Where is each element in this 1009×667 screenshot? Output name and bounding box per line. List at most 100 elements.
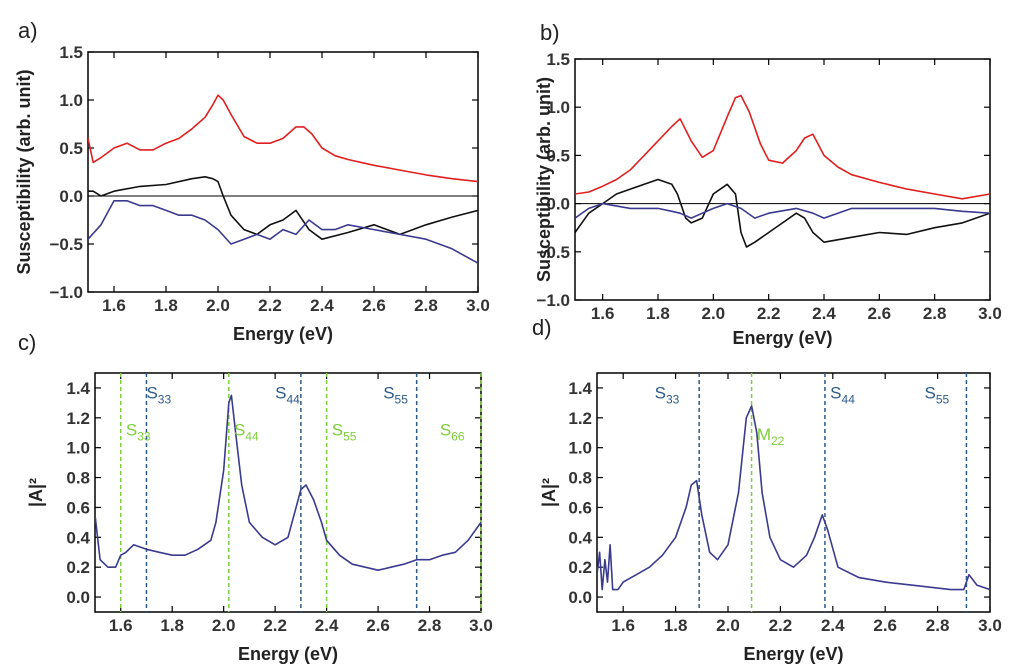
plot-frame xyxy=(87,51,479,293)
series-line-|A|² xyxy=(597,405,990,591)
y-tick-label: 0.2 xyxy=(66,558,90,577)
x-tick-label: 1.6 xyxy=(591,304,615,323)
panel-letter: c) xyxy=(18,330,36,355)
x-tick-label: 1.6 xyxy=(102,296,126,315)
panel-letter: b) xyxy=(540,20,560,45)
x-tick-label: 2.6 xyxy=(366,616,390,635)
y-tick-label: 0.0 xyxy=(568,588,592,607)
y-tick-label: 0.0 xyxy=(66,588,90,607)
x-tick-label: 3.0 xyxy=(978,616,1002,635)
x-tick-label: 2.2 xyxy=(263,616,287,635)
panel-letter: a) xyxy=(18,18,38,43)
transition-label-base: S xyxy=(332,421,343,440)
series-line-red xyxy=(88,94,478,183)
x-tick-label: 1.6 xyxy=(109,616,133,635)
transition-label-base: S xyxy=(126,421,137,440)
series-line-black xyxy=(88,176,478,240)
x-tick-label: 2.2 xyxy=(258,296,282,315)
y-tick-label: 0.0 xyxy=(546,195,570,214)
x-axis-title: Energy (eV) xyxy=(743,644,843,664)
x-tick-label: 3.0 xyxy=(469,616,493,635)
x-tick-label: 2.0 xyxy=(702,304,726,323)
y-tick-label: 0.0 xyxy=(59,187,83,206)
x-tick-label: 2.0 xyxy=(206,296,230,315)
x-tick-label: 2.6 xyxy=(873,616,897,635)
y-tick-label: 1.5 xyxy=(546,50,570,69)
x-tick-label: 3.0 xyxy=(978,304,1002,323)
transition-label: S33 xyxy=(655,383,680,406)
transition-label: S33 xyxy=(126,421,151,444)
y-tick-label: 1.0 xyxy=(546,98,570,117)
y-tick-label: −0.5 xyxy=(49,235,83,254)
transition-label-sub: 33 xyxy=(137,430,151,444)
x-tick-label: 2.0 xyxy=(716,616,740,635)
transition-label-base: S xyxy=(275,383,286,402)
y-tick-label: 0.5 xyxy=(546,146,570,165)
transition-label: M22 xyxy=(757,425,785,448)
y-tick-label: 0.4 xyxy=(568,528,592,547)
transition-label-base: M xyxy=(757,425,771,444)
transition-label-sub: 55 xyxy=(936,392,950,406)
panel-letter: d) xyxy=(532,315,552,340)
transition-label: S44 xyxy=(830,383,855,406)
y-tick-label: 0.8 xyxy=(568,469,592,488)
x-axis-title: Energy (eV) xyxy=(233,324,333,344)
transition-label: S66 xyxy=(440,421,465,444)
y-tick-label: 1.2 xyxy=(66,409,90,428)
x-axis-title: Energy (eV) xyxy=(732,328,832,348)
y-axis-title: |A|² xyxy=(26,478,46,507)
transition-label-sub: 33 xyxy=(158,392,172,406)
series-line-blue xyxy=(88,200,478,264)
transition-label-sub: 33 xyxy=(666,392,680,406)
series-line-blue xyxy=(575,202,990,219)
panel-a: a) 1.6 1.8 2.0 2.2 2.4 2.6 2.8 3.0 −1.0 −0.5 0.0 0.5… xyxy=(14,18,490,344)
transition-label-sub: 44 xyxy=(842,392,856,406)
x-axis-title: Energy (eV) xyxy=(238,644,338,664)
panel-d: d) 1.6 1.8 2.0 2.2 2.4 2.6 2.8 3.0 0.0 0.2 0.4 0.6 0.… xyxy=(532,315,1002,664)
x-tick-label: 1.8 xyxy=(154,296,178,315)
x-tick-label: 1.6 xyxy=(611,616,635,635)
transition-label-base: S xyxy=(383,383,394,402)
y-tick-label: −1.0 xyxy=(49,283,83,302)
transition-label-base: S xyxy=(440,421,451,440)
y-tick-label: 1.0 xyxy=(59,91,83,110)
y-tick-label: 0.6 xyxy=(66,498,90,517)
y-tick-label: 0.2 xyxy=(568,558,592,577)
transition-label-sub: 44 xyxy=(286,392,300,406)
x-tick-label: 2.4 xyxy=(821,616,845,635)
x-tick-label: 2.6 xyxy=(868,304,892,323)
plot-frame xyxy=(574,58,991,301)
y-axis-title: |A|² xyxy=(539,478,559,507)
series-line-red xyxy=(575,94,990,200)
x-tick-label: 2.2 xyxy=(769,616,793,635)
transition-label-base: S xyxy=(830,383,841,402)
x-tick-label: 2.2 xyxy=(757,304,781,323)
x-tick-label: 3.0 xyxy=(466,296,490,315)
y-tick-label: 0.8 xyxy=(66,469,90,488)
panel-c: c) 1.6 1.8 2.0 2.2 2.4 2.6 2.8 3.0 0.0 0.2 0.4 0.6 0.… xyxy=(18,330,493,664)
x-tick-label: 1.8 xyxy=(646,304,670,323)
series-line-black xyxy=(575,178,990,248)
y-tick-label: 1.0 xyxy=(66,439,90,458)
x-tick-label: 2.8 xyxy=(418,616,442,635)
y-tick-label: 0.5 xyxy=(59,139,83,158)
series-line-|A|² xyxy=(95,394,481,572)
x-tick-label: 1.8 xyxy=(160,616,184,635)
y-tick-label: 1.5 xyxy=(59,43,83,62)
panel-b: b) 1.6 1.8 2.0 2.2 2.4 2.6 2.8 3.0 −1.0 −0.5 0.0 0.5… xyxy=(534,20,1002,348)
transition-label-sub: 44 xyxy=(245,430,259,444)
x-tick-label: 2.8 xyxy=(926,616,950,635)
transition-label: S33 xyxy=(146,383,171,406)
transition-label-sub: 55 xyxy=(343,430,357,444)
transition-label-sub: 66 xyxy=(451,430,465,444)
x-tick-label: 2.6 xyxy=(362,296,386,315)
plot-frame xyxy=(94,372,482,613)
transition-label: S55 xyxy=(925,383,950,406)
x-tick-label: 2.8 xyxy=(414,296,438,315)
y-tick-label: 1.4 xyxy=(66,379,90,398)
transition-label: S55 xyxy=(383,383,408,406)
transition-label: S44 xyxy=(275,383,300,406)
y-axis-title: Susceptibility (arb. unit) xyxy=(534,77,554,282)
transition-label-base: S xyxy=(234,421,245,440)
